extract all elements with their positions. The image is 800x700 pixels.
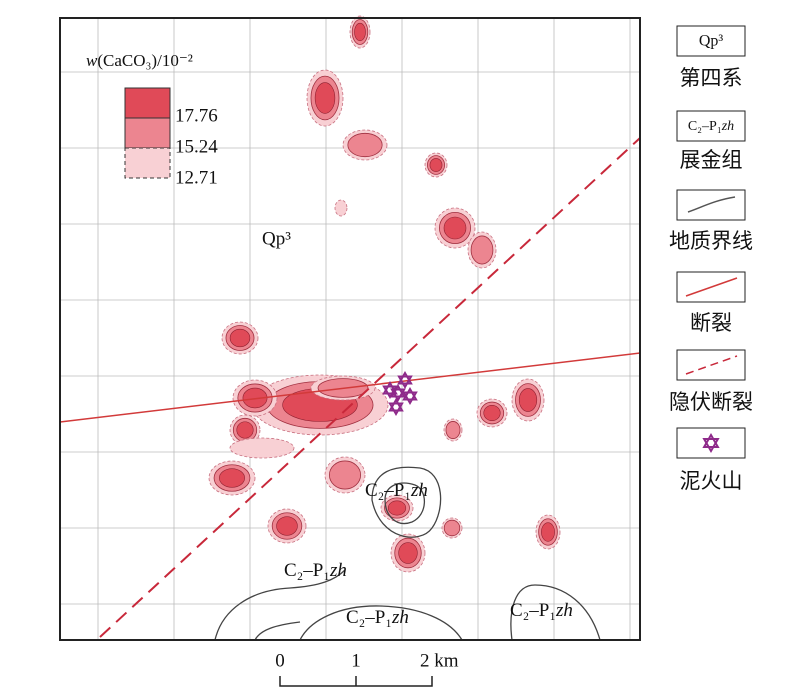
legend-symbol-italic: zh (721, 119, 734, 134)
legend-title-unit: (CaCO₃)/10⁻² (97, 51, 193, 70)
legend-symbol: Qp³ (699, 33, 724, 50)
star-triangle (402, 387, 418, 401)
star-triangle (397, 371, 413, 385)
legend-label: 第四系 (680, 66, 743, 90)
map-frame (59, 17, 641, 641)
unit-label: C₂–P₁zh (365, 480, 428, 501)
anomaly-inner (518, 388, 538, 412)
unit-code-italic: zh (391, 607, 409, 628)
anomaly-outer (229, 437, 295, 459)
anomaly-middle (445, 421, 461, 439)
anomaly-middle (347, 132, 383, 158)
legend-symbol-code: C₂–P₁ (688, 119, 722, 134)
legend-box (676, 189, 746, 221)
concealed-fault (99, 137, 641, 638)
legend-boundary-sample (687, 196, 736, 213)
anomaly-layer (208, 15, 561, 573)
legend-title: w(CaCO₃)/10⁻² (86, 51, 193, 70)
star-triangle (382, 381, 398, 395)
star-triangle (388, 402, 404, 416)
level-swatch (124, 87, 171, 119)
anomaly-inner (443, 216, 467, 240)
legend-box (676, 110, 746, 142)
boundary (214, 569, 346, 641)
concentration-legend: w(CaCO₃)/10⁻² 17.76 15.24 12.71 (86, 51, 218, 188)
unit-label: C₂–P₁zh (284, 560, 347, 581)
geologic-boundaries (214, 466, 601, 641)
legend-box (676, 25, 746, 57)
star-triangle (702, 432, 720, 448)
legend-box (676, 427, 746, 459)
legend-title-symbol: w (86, 51, 98, 70)
anomaly-inner (219, 468, 245, 488)
legend-fault-sample (685, 277, 738, 297)
anomaly-inner (354, 22, 366, 42)
anomaly-middle (443, 519, 461, 537)
level-label: 17.76 (175, 105, 218, 126)
star-triangle (390, 384, 406, 398)
legend-label: 展金组 (680, 148, 743, 172)
unit-label: C₂–P₁zh (346, 607, 409, 628)
unit-code: C₂–P₁ (365, 480, 411, 501)
anomaly-inner (229, 328, 251, 348)
anomaly-inner (429, 158, 443, 172)
legend-volcano-sample (702, 432, 720, 454)
fault (59, 352, 641, 423)
anomaly-inner (387, 500, 407, 516)
level-swatch (124, 117, 171, 149)
unit-code-italic: zh (410, 480, 428, 501)
anomaly-middle (470, 235, 494, 265)
anomaly-inner (236, 421, 254, 439)
boundary (510, 584, 601, 641)
legend-label: 泥火山 (680, 469, 743, 493)
star-triangle (397, 375, 413, 389)
legend-concealed-fault-sample (685, 355, 738, 375)
unit-label: Qp³ (262, 228, 291, 249)
scale-line (279, 676, 433, 687)
anomaly-outer (334, 199, 348, 217)
anomaly-inner (483, 404, 501, 421)
unit-code-italic: zh (555, 600, 573, 621)
unit-code: C₂–P₁ (346, 607, 392, 628)
mud-volcanoes (382, 371, 418, 416)
scale-label: 2 km (420, 650, 459, 671)
map-legend: Qp³ 第四系 C₂–P₁zh 展金组 地质界线 断裂 隐伏断裂 泥火山 (669, 25, 753, 493)
legend-symbol: C₂–P₁zh (688, 119, 734, 134)
scale-bar: 0 1 2 km (275, 650, 459, 687)
star-triangle (702, 438, 720, 454)
star-triangle (390, 388, 406, 402)
scale-label: 0 (275, 650, 285, 671)
anomaly-inner (276, 516, 298, 536)
unit-label: C₂–P₁zh (510, 600, 573, 621)
boundary (384, 482, 426, 525)
level-label: 15.24 (175, 136, 218, 157)
anomaly-inner (314, 82, 336, 114)
legend-label: 断裂 (690, 311, 732, 335)
unit-code: C₂–P₁ (510, 600, 556, 621)
star-triangle (402, 391, 418, 405)
legend-label: 地质界线 (669, 229, 753, 253)
scale-label: 1 (351, 650, 361, 671)
level-swatch (124, 147, 171, 179)
unit-code-italic: zh (329, 560, 347, 581)
anomaly-inner (541, 522, 555, 542)
anomaly-inner (398, 542, 418, 564)
boundary (254, 621, 301, 641)
anomaly-middle (328, 460, 361, 490)
unit-code: C₂–P₁ (284, 560, 330, 581)
star-triangle (388, 398, 404, 412)
boundary (371, 466, 442, 538)
boundary (299, 605, 463, 641)
level-label: 12.71 (175, 167, 218, 188)
legend-label: 隐伏断裂 (669, 390, 753, 414)
